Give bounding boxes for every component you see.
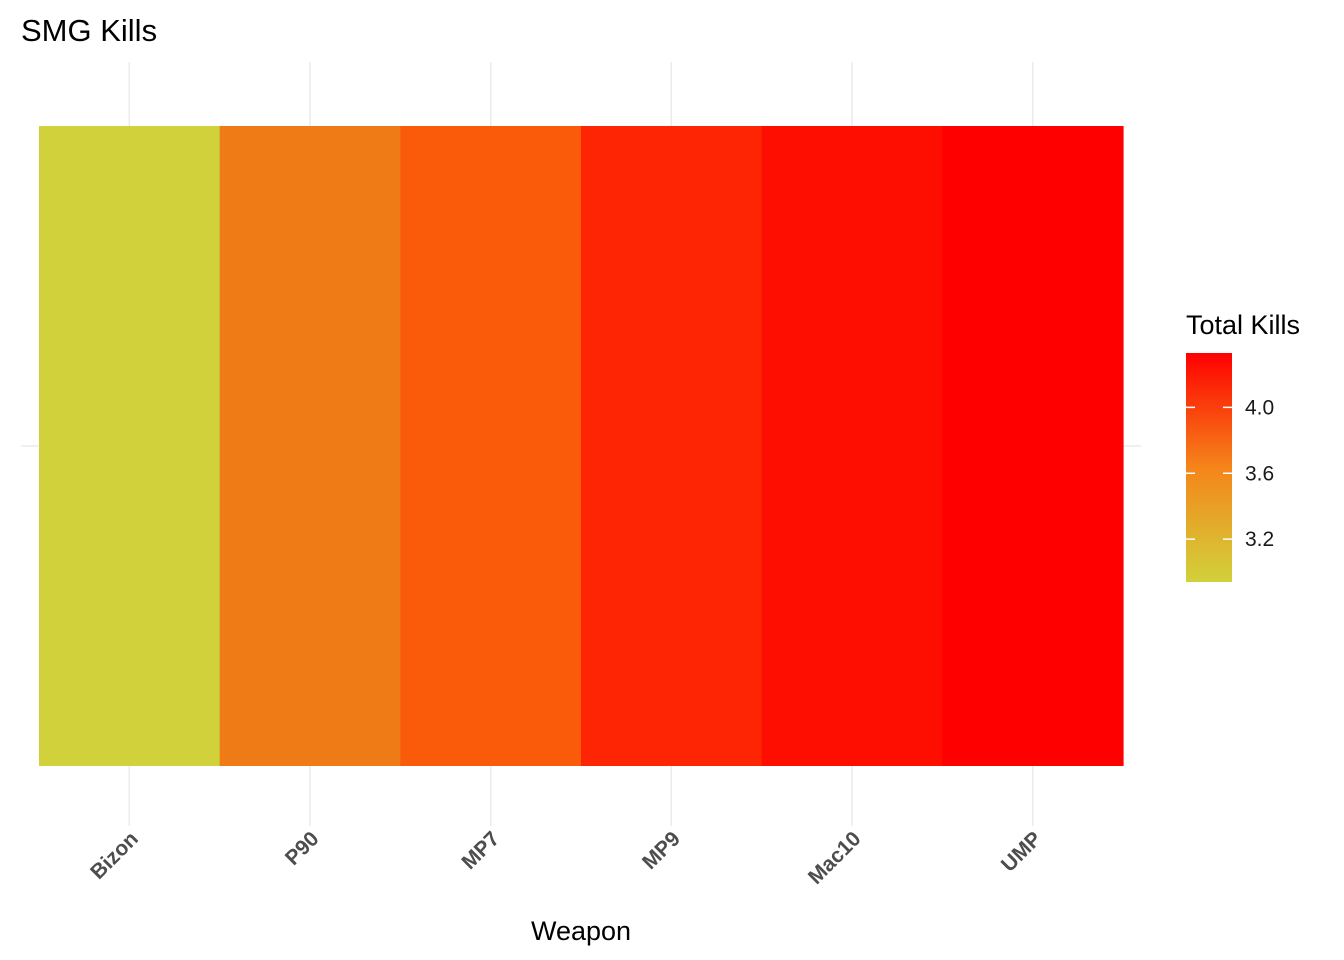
heatmap-tiles	[39, 126, 1124, 766]
legend-title: Total Kills	[1186, 310, 1300, 340]
chart-title: SMG Kills	[21, 13, 157, 48]
x-tick-label: Bizon	[86, 827, 143, 884]
heatmap-tile-bizon	[39, 126, 221, 766]
legend-tick-label: 3.2	[1245, 528, 1274, 551]
legend-colorbar	[1186, 353, 1232, 582]
heatmap-tile-mp9	[581, 126, 763, 766]
color-legend: Total Kills 3.2 3.6 4.0	[1186, 310, 1300, 582]
x-axis-label: Weapon	[531, 916, 631, 946]
heatmap-tile-mp7	[400, 126, 582, 766]
x-tick-label: UMP	[997, 827, 1046, 876]
heatmap-tile-mac10	[761, 126, 943, 766]
x-tick-label: MP7	[457, 827, 504, 874]
x-tick-label: Mac10	[804, 827, 866, 889]
x-tick-label: MP9	[638, 827, 685, 874]
legend-ticks: 3.2 3.6 4.0	[1186, 396, 1274, 551]
heatmap-tile-ump	[942, 126, 1124, 766]
legend-tick-label: 3.6	[1245, 462, 1274, 485]
x-axis-ticks: Bizon P90 MP7 MP9 Mac10 UMP	[86, 827, 1046, 889]
legend-tick-label: 4.0	[1245, 396, 1274, 419]
x-tick-label: P90	[281, 827, 324, 870]
heatmap-tile-p90	[219, 126, 401, 766]
